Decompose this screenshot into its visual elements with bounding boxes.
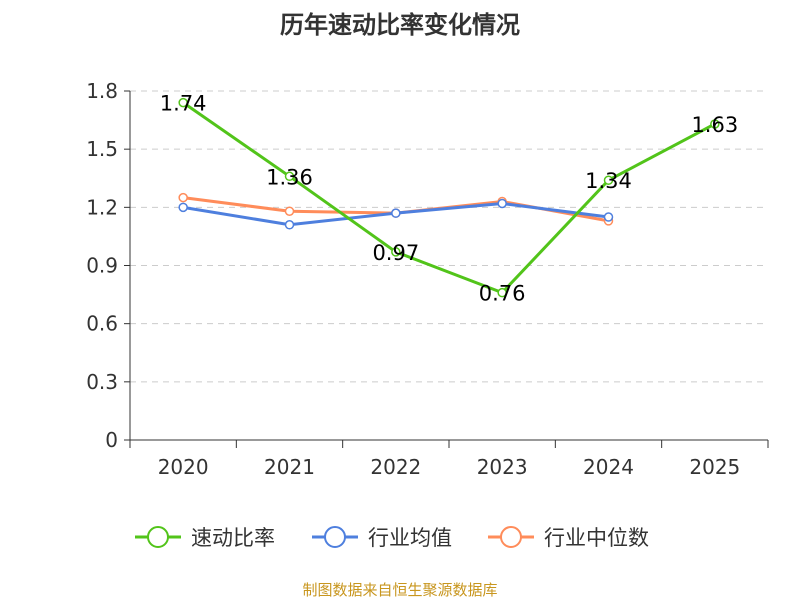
legend-marker xyxy=(324,526,346,548)
legend-marker xyxy=(147,526,169,548)
legend-label: 行业均值 xyxy=(368,526,452,550)
data-point xyxy=(710,119,720,129)
data-label: 1.34 xyxy=(585,169,632,193)
legend-marker xyxy=(500,526,522,548)
y-tick-label: 0.9 xyxy=(86,254,118,278)
y-tick-label: 0.3 xyxy=(86,370,118,394)
data-label: 1.63 xyxy=(691,113,738,137)
series-line-0 xyxy=(182,101,716,295)
source-note: 制图数据来自恒生聚源数据库 xyxy=(302,581,497,599)
x-tick-label: 2024 xyxy=(583,455,634,479)
y-tick-label: 0.6 xyxy=(86,312,118,336)
data-point xyxy=(497,287,507,298)
data-label: 0.97 xyxy=(372,241,419,265)
legend-label: 速动比率 xyxy=(191,526,275,550)
data-point xyxy=(391,208,401,218)
data-point xyxy=(178,97,188,108)
data-point xyxy=(497,198,507,209)
data-point xyxy=(284,171,295,182)
data-point xyxy=(178,202,188,213)
x-tick-label: 2023 xyxy=(477,455,528,479)
y-tick-label: 1.5 xyxy=(86,137,118,161)
data-label: 1.74 xyxy=(160,92,207,116)
chart-title: 历年速动比率变化情况 xyxy=(280,11,520,39)
data-label: 0.76 xyxy=(479,282,526,306)
y-tick-label: 0 xyxy=(105,428,118,452)
data-point xyxy=(603,212,614,222)
data-label: 1.36 xyxy=(266,165,313,189)
data-point xyxy=(391,247,401,257)
y-tick-label: 1.2 xyxy=(86,195,118,219)
legend-label: 行业中位数 xyxy=(544,526,649,550)
x-tick-label: 2020 xyxy=(158,455,209,479)
x-tick-label: 2025 xyxy=(689,455,740,479)
y-tick-label: 1.8 xyxy=(86,79,118,103)
x-tick-label: 2021 xyxy=(264,455,315,479)
x-tick-label: 2022 xyxy=(370,455,421,479)
data-point xyxy=(178,192,188,203)
data-point xyxy=(603,175,614,185)
data-point xyxy=(284,206,295,216)
data-point xyxy=(284,220,295,230)
